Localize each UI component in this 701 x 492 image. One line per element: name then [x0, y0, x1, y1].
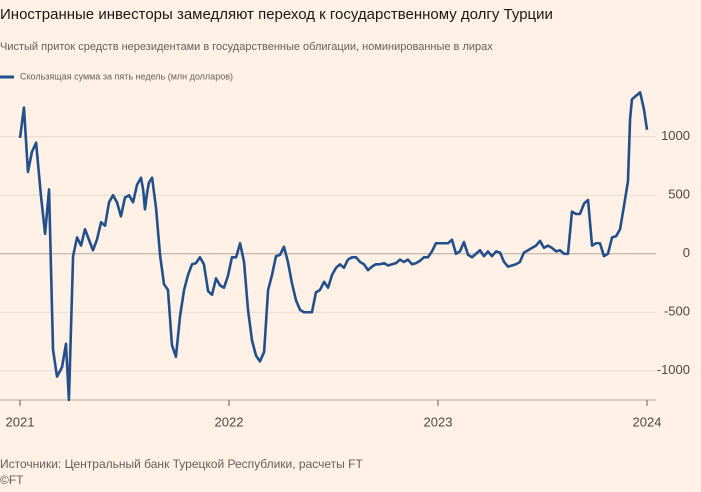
x-tick-label: 2024 — [633, 414, 662, 429]
x-tick-label: 2022 — [215, 414, 244, 429]
legend-label: Скользящая сумма за пять недель (млн дол… — [20, 71, 233, 81]
x-tick-label: 2021 — [6, 414, 35, 429]
chart-subtitle: Чистый приток средств нерезидентами в го… — [0, 41, 493, 53]
y-tick-label: 0 — [683, 245, 690, 260]
credit: ©FT — [0, 473, 24, 487]
series-line — [18, 91, 649, 402]
y-tick-label: -500 — [664, 304, 690, 319]
x-tick-label: 2023 — [424, 414, 453, 429]
y-tick-label: -1000 — [657, 362, 690, 377]
chart-title: Иностранные инвесторы замедляют переход … — [0, 6, 553, 23]
y-tick-label: 1000 — [661, 128, 690, 143]
y-tick-label: 500 — [668, 187, 690, 202]
source: Источники: Центральный банк Турецкой Рес… — [0, 457, 363, 471]
